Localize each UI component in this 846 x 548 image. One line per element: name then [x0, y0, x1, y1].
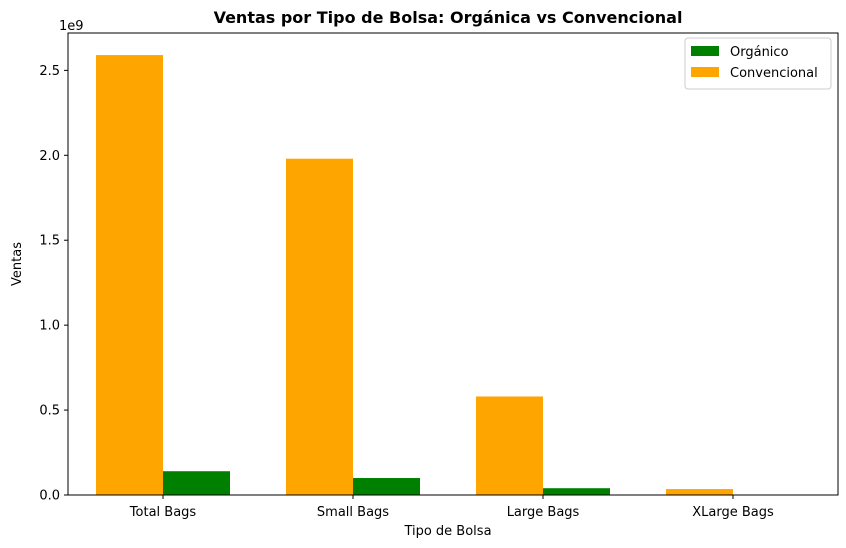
y-tick-label: 1.0 [39, 319, 60, 334]
legend-swatch-organico [691, 46, 719, 56]
legend-label-organico: Orgánico [730, 45, 789, 60]
legend: Orgánico Convencional [684, 37, 832, 90]
x-tick-label: XLarge Bags [692, 505, 774, 520]
bar-organico-total-bags [163, 471, 230, 495]
y-axis-label: Ventas [10, 242, 25, 286]
x-axis-label: Tipo de Bolsa [403, 524, 491, 539]
y-tick-label: 0.5 [39, 404, 60, 419]
y-tick-label: 0.0 [39, 489, 60, 504]
bar-organico-large-bags [543, 488, 610, 495]
x-axis: Total Bags Small Bags Large Bags XLarge Bag… [129, 495, 774, 520]
bar-convencional-xlarge-bags [666, 489, 733, 495]
y-tick-label: 2.0 [39, 149, 60, 164]
y-tick-label: 2.5 [39, 64, 60, 79]
legend-box [684, 37, 832, 90]
x-tick-label: Small Bags [317, 505, 389, 520]
legend-label-convencional: Convencional [730, 66, 818, 81]
bar-convencional-small-bags [286, 158, 353, 496]
y-axis: 0.0 0.5 1.0 1.5 2.0 2.5 [39, 64, 68, 504]
plot-frame [67, 32, 839, 496]
bars-layer [96, 55, 800, 496]
bar-convencional-total-bags [96, 55, 163, 496]
legend-swatch-convencional [691, 67, 719, 77]
x-tick-label: Total Bags [129, 505, 197, 520]
y-tick-label: 1.5 [39, 234, 60, 249]
y-offset-text: 1e9 [59, 19, 84, 34]
chart-title: Ventas por Tipo de Bolsa: Orgánica vs Co… [214, 8, 683, 27]
x-tick-label: Large Bags [507, 505, 580, 520]
bar-convencional-large-bags [476, 396, 543, 495]
bar-organico-small-bags [353, 478, 420, 495]
